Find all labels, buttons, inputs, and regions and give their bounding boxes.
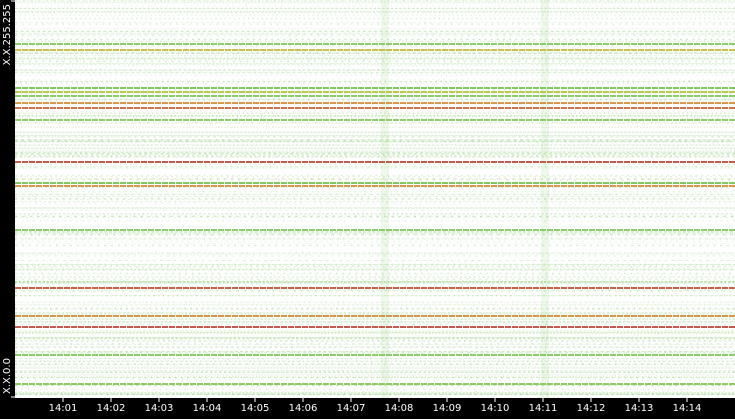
x-tick-label: 14:09	[433, 403, 462, 414]
x-tick-label: 14:07	[337, 403, 366, 414]
x-tick-label: 14:13	[625, 403, 654, 414]
x-tick-label: 14:01	[49, 403, 78, 414]
x-tick-label: 14:12	[577, 403, 606, 414]
x-tick-label: 14:02	[97, 403, 126, 414]
x-tick-label: 14:04	[193, 403, 222, 414]
x-tick-label: 14:05	[241, 403, 270, 414]
y-tick-label: X.X.0.0	[2, 358, 13, 394]
plot-area	[15, 0, 735, 398]
x-tick-label: 14:08	[385, 403, 414, 414]
x-tick-label: 14:03	[145, 403, 174, 414]
x-tick-label: 14:06	[289, 403, 318, 414]
texture-column	[541, 0, 549, 398]
marks	[15, 43, 735, 386]
x-tick-label: 14:10	[481, 403, 510, 414]
x-tick-label: 14:11	[529, 403, 558, 414]
x-tick-label: 14:14	[673, 403, 702, 414]
y-tick-label: X.X.255.255	[2, 4, 13, 65]
texture-column	[381, 0, 389, 398]
